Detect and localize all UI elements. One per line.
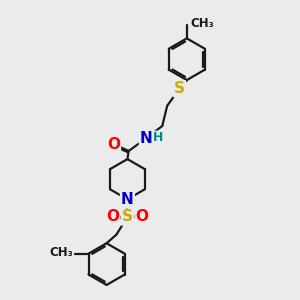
Text: CH₃: CH₃ [190, 17, 214, 30]
Text: O: O [106, 209, 119, 224]
Text: S: S [122, 209, 133, 224]
Text: O: O [136, 209, 148, 224]
Text: N: N [121, 192, 134, 207]
Text: N: N [140, 131, 153, 146]
Text: H: H [153, 131, 164, 144]
Text: O: O [107, 136, 120, 152]
Text: S: S [174, 81, 185, 96]
Text: CH₃: CH₃ [49, 246, 73, 259]
